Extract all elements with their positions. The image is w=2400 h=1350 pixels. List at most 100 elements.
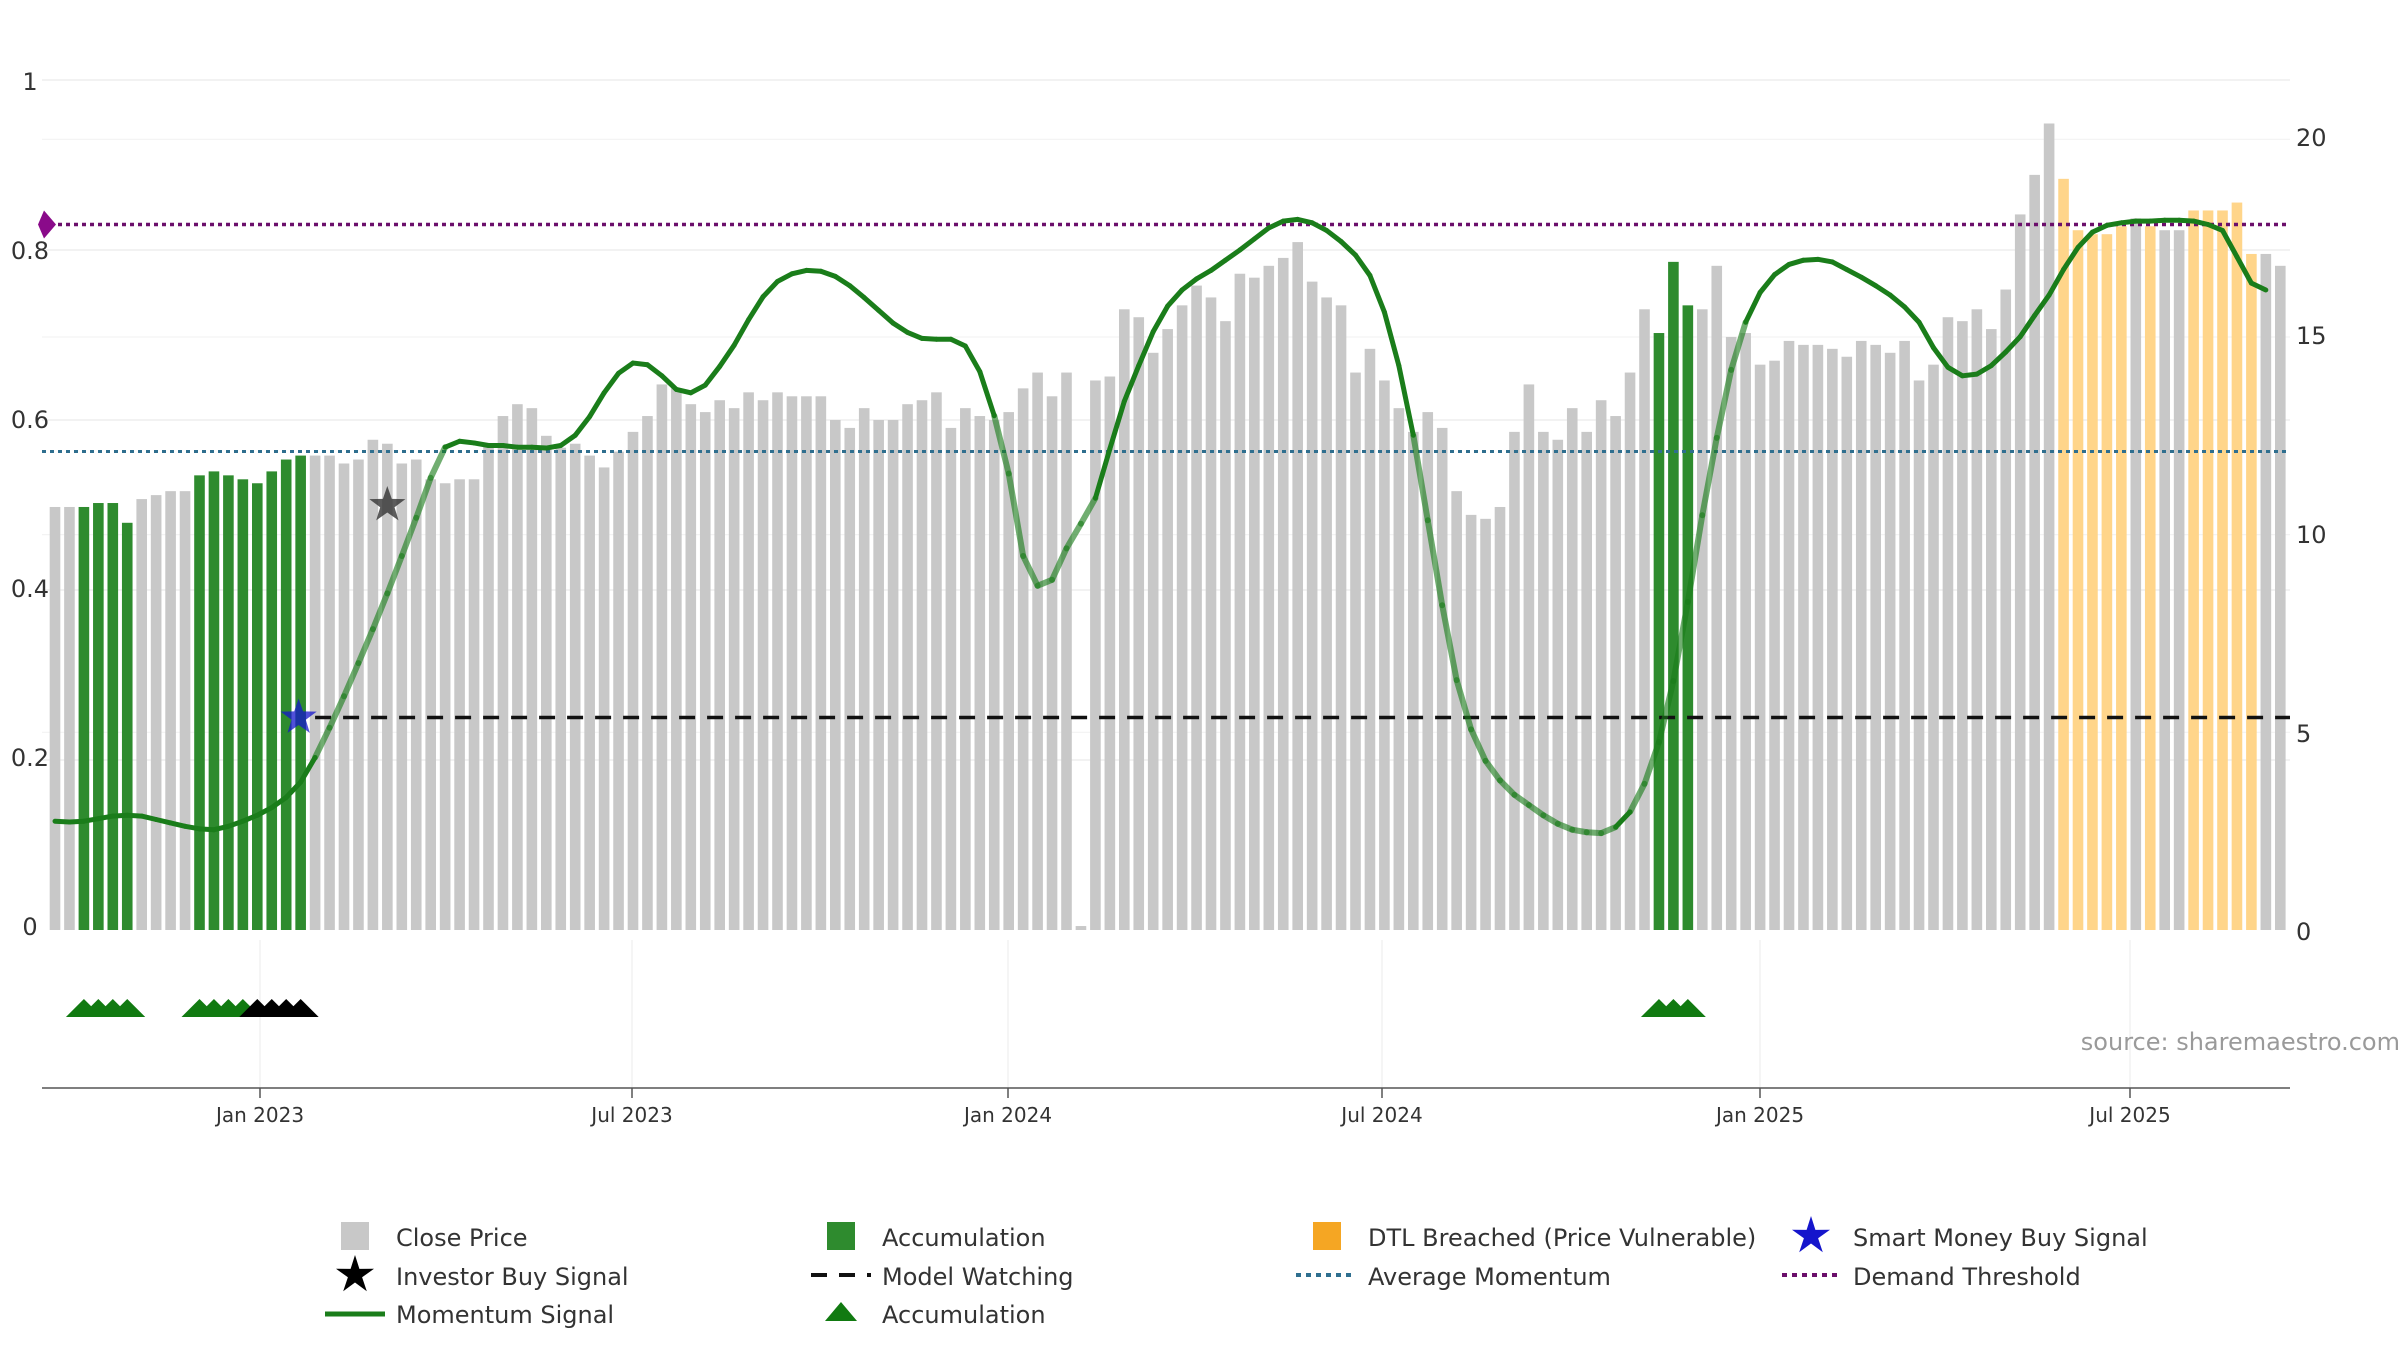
- momentum-signal-segment: [1020, 553, 1041, 589]
- close-price-bar: [786, 396, 798, 931]
- close-price-bar: [179, 491, 191, 930]
- momentum-signal-segment: [1063, 520, 1084, 552]
- momentum-signal-segment: [2017, 312, 2038, 340]
- legend-label: Model Watching: [882, 1263, 1074, 1291]
- momentum-signal-segment: [760, 278, 780, 300]
- accumulation-bar: [266, 471, 278, 930]
- close-price-bar: [1075, 926, 1087, 930]
- momentum-signal-segment: [1613, 809, 1633, 830]
- momentum-signal-segment: [1077, 495, 1099, 527]
- momentum-signal-segment: [818, 268, 838, 279]
- momentum-signal-segment: [2075, 229, 2095, 250]
- momentum-signal-segment: [2061, 244, 2081, 273]
- investor-buy-star-icon: [369, 486, 406, 521]
- momentum-signal-segment: [254, 805, 275, 818]
- legend: Close Price Investor Buy Signal Momentum…: [325, 1216, 2148, 1329]
- close-price-bar: [1220, 321, 1231, 930]
- y-right-tick: 15: [2296, 322, 2327, 350]
- close-price-bar: [425, 479, 436, 930]
- close-price-bar: [483, 443, 494, 930]
- close-price-bar: [815, 396, 827, 931]
- momentum-signal-segment: [283, 779, 304, 800]
- momentum-signal-segment: [326, 693, 347, 731]
- close-price-bar: [671, 388, 682, 931]
- momentum-signal-segment: [1251, 225, 1272, 242]
- momentum-signal-segment: [731, 317, 752, 348]
- momentum-signal-segment: [861, 295, 882, 313]
- accumulation-triangle-icon: [282, 999, 319, 1017]
- close-price-bar: [1899, 340, 1910, 930]
- close-price-bar: [988, 420, 1000, 930]
- dtl-breached-bar: [2087, 234, 2098, 931]
- momentum-signal-segment: [1945, 364, 1965, 379]
- close-price-bar: [396, 463, 408, 930]
- legend-label: Momentum Signal: [396, 1301, 614, 1329]
- close-price-bar: [1538, 431, 1549, 930]
- momentum-signal-segment: [1324, 227, 1344, 244]
- dtl-breached-bar: [2144, 226, 2156, 931]
- momentum-signal-segment: [1786, 257, 1806, 267]
- momentum-signal-segment: [1988, 349, 2009, 369]
- close-price-bar: [1451, 491, 1462, 930]
- momentum-signal-segment: [601, 370, 622, 396]
- momentum-signal-segment: [1396, 363, 1416, 438]
- accumulation-triangle-icon: [109, 999, 146, 1017]
- close-price-bar: [353, 459, 364, 930]
- close-price-bar: [699, 412, 711, 930]
- momentum-signal-segment: [616, 360, 636, 376]
- momentum-signal-segment: [977, 369, 997, 419]
- momentum-signal-segment: [847, 283, 867, 301]
- close-price-bar: [728, 408, 740, 930]
- close-price-bar: [1119, 309, 1130, 930]
- legend-smart-money-star-icon: [1792, 1216, 1830, 1253]
- momentum-signal-segment: [1338, 239, 1358, 258]
- legend-swatch-accumulation: [827, 1222, 855, 1250]
- legend-label: Accumulation: [882, 1301, 1046, 1329]
- close-price-bar: [1855, 340, 1867, 930]
- momentum-signal-segment: [688, 382, 708, 396]
- momentum-signal-segment: [1829, 259, 1850, 273]
- accumulation-bar: [93, 503, 104, 930]
- accumulation-bar: [208, 471, 220, 930]
- close-price-bar: [2173, 230, 2185, 931]
- y-right-tick: 5: [2296, 720, 2311, 748]
- close-price-bar: [1422, 412, 1434, 930]
- close-price-bar: [584, 455, 595, 930]
- momentum-signal-segment: [1482, 757, 1503, 784]
- momentum-signal-segment: [1439, 602, 1460, 684]
- close-price-bar: [858, 408, 870, 930]
- close-price-bar: [1162, 329, 1173, 930]
- close-price-bar: [2014, 214, 2026, 931]
- close-price-bar: [613, 451, 624, 930]
- close-price-bar: [1725, 336, 1737, 930]
- close-price-bar: [1032, 372, 1043, 931]
- close-price-bar: [642, 416, 653, 930]
- close-price-bar: [1436, 427, 1448, 930]
- y-right-tick: 20: [2296, 124, 2327, 152]
- close-price-bar: [902, 404, 913, 930]
- axes: 0 0.2 0.4 0.6 0.8 1 0 5 10 15 20 Jan 202…: [11, 68, 2400, 1127]
- momentum-signal-segment: [2046, 267, 2067, 298]
- x-tick-label: Jul 2024: [1339, 1103, 1422, 1127]
- close-price-bar: [410, 459, 422, 930]
- close-price-bar: [887, 420, 899, 930]
- close-price-bar: [468, 479, 480, 930]
- close-price-bar: [1913, 380, 1925, 931]
- close-price-bar: [1812, 344, 1824, 930]
- momentum-signal-segment: [876, 307, 896, 326]
- momentum-signal-segment: [2089, 222, 2110, 235]
- legend-label: Demand Threshold: [1853, 1263, 2081, 1291]
- momentum-signal-segment: [269, 794, 289, 811]
- close-price-bar: [1740, 333, 1751, 930]
- momentum-signal-segment: [1670, 598, 1691, 684]
- close-price-bar: [743, 392, 754, 931]
- legend-label: Investor Buy Signal: [396, 1263, 629, 1291]
- momentum-signal-segment: [1902, 304, 1922, 325]
- momentum-signal-segment: [2205, 222, 2225, 233]
- momentum-signal-segment: [1208, 257, 1228, 273]
- close-price-bar: [1061, 372, 1072, 931]
- momentum-signal-segment: [832, 273, 853, 289]
- accumulation-bar: [237, 479, 249, 930]
- momentum-signal-segment: [312, 724, 333, 761]
- momentum-signal-segment: [1092, 446, 1113, 501]
